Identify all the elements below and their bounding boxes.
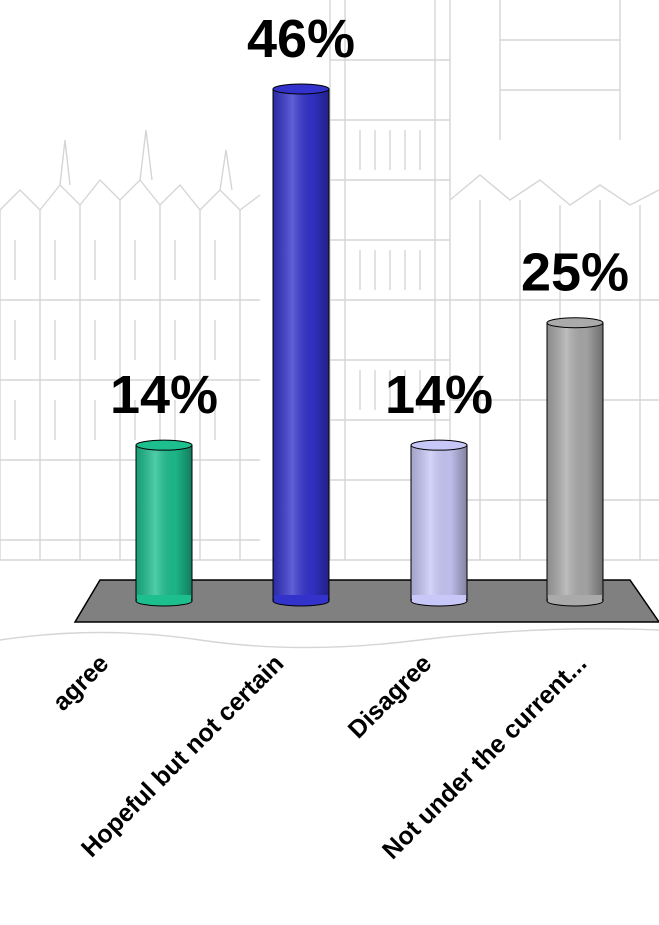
bar-top-2	[272, 83, 330, 95]
bar-base-cover-2	[274, 595, 328, 601]
bar-top-1	[135, 439, 193, 451]
bar-base-cover-3	[412, 595, 466, 601]
value-label-4: 25%	[521, 243, 629, 303]
bar-1	[135, 439, 193, 607]
bar-base-cover-4	[548, 595, 602, 601]
bar-top-3	[410, 439, 468, 451]
bar-2	[272, 83, 330, 607]
bar-shading-2	[273, 89, 329, 601]
bar-shading-3	[411, 445, 467, 601]
value-label-1: 14%	[110, 365, 218, 425]
bars-layer	[135, 83, 604, 607]
bar-4	[546, 317, 604, 607]
chart-floor	[73, 579, 659, 623]
bar-3	[410, 439, 468, 607]
value-label-3: 14%	[385, 365, 493, 425]
bar-top-4	[546, 317, 604, 329]
category-label-2: Hopeful but not certain	[76, 649, 289, 862]
category-label-1: agree	[47, 649, 114, 716]
category-label-3: Disagree	[343, 649, 438, 744]
value-label-2: 46%	[247, 9, 355, 69]
bar-shading-4	[547, 322, 603, 601]
bar-shading-1	[136, 445, 192, 601]
value-labels-layer: 14% 46% 14% 25%	[110, 9, 629, 425]
bar-base-cover-1	[137, 595, 191, 601]
